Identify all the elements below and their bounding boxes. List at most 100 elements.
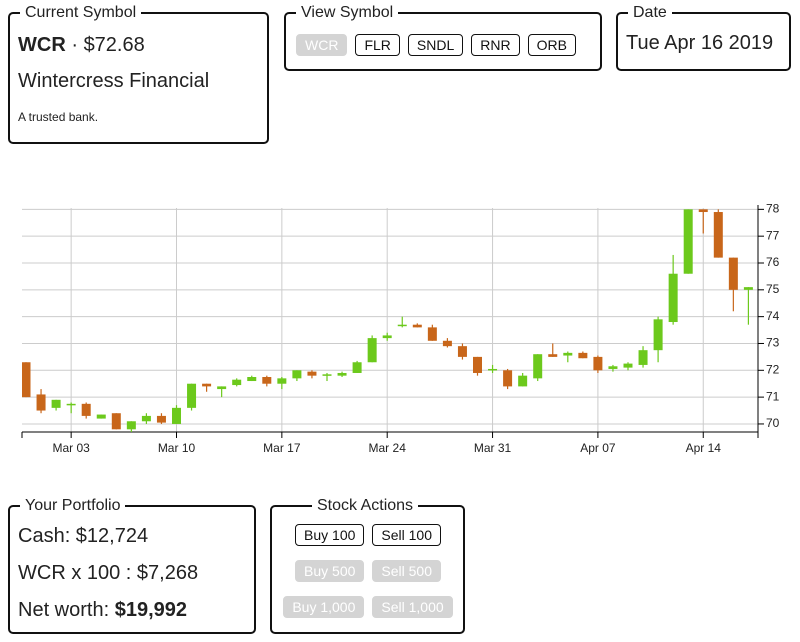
y-tick-label: 73 <box>766 336 780 350</box>
candle-body <box>683 209 693 274</box>
candle-body <box>22 362 31 398</box>
description: A trusted bank. <box>18 110 99 124</box>
x-tick-label: Mar 03 <box>52 441 90 455</box>
candle-body <box>111 413 121 430</box>
price: $72.68 <box>83 34 145 56</box>
candle-body <box>382 335 392 339</box>
stock-actions-panel: Stock Actions Buy 100 Sell 100 Buy 500 Sell… <box>270 497 465 634</box>
button-row: Buy 100 Sell 100 <box>280 524 456 546</box>
candle-body <box>503 370 513 387</box>
button-row: Buy 1,000 Sell 1,000 <box>280 596 456 618</box>
net-worth-value: $19,992 <box>114 599 188 621</box>
candle-body <box>442 340 452 347</box>
candle-body <box>563 352 573 356</box>
button: Sell 500 <box>372 560 441 582</box>
cash: Cash: $12,724 <box>18 525 149 547</box>
candle-body <box>457 346 467 357</box>
candle-body <box>713 212 723 258</box>
candle-body <box>473 356 482 373</box>
button: Sell 1,000 <box>372 596 453 618</box>
candle-body <box>187 383 197 408</box>
candle-body <box>51 399 61 408</box>
candle-body <box>608 366 618 369</box>
candle-body <box>322 374 332 376</box>
view-symbol-panel: View Symbol WCR FLR SNDL RNR ORB <box>284 4 602 71</box>
button[interactable]: ORB <box>527 34 576 56</box>
button[interactable]: FLR <box>355 34 400 56</box>
x-tick-label: Mar 24 <box>369 441 407 455</box>
candle-body <box>397 324 407 327</box>
candle-body <box>126 421 136 430</box>
x-tick-label: Mar 31 <box>474 441 512 455</box>
symbol-buttons: WCR FLR SNDL RNR ORB <box>296 34 576 56</box>
candle-body <box>728 257 738 290</box>
y-tick-label: 74 <box>766 309 780 323</box>
button[interactable]: Sell 100 <box>372 524 441 546</box>
y-tick-label: 71 <box>766 389 780 403</box>
candle-body <box>141 415 151 422</box>
candle-body <box>96 414 106 419</box>
candle-body <box>367 338 377 363</box>
y-tick-label: 72 <box>766 362 780 376</box>
candle-body <box>202 383 212 387</box>
button[interactable]: Buy 100 <box>295 524 365 546</box>
candle-body <box>548 354 558 357</box>
y-tick-label: 76 <box>766 255 780 269</box>
y-tick-label: 70 <box>766 416 780 430</box>
legend: Your Portfolio <box>20 497 126 515</box>
date-panel: Date Tue Apr 16 2019 <box>616 4 791 71</box>
candle-body <box>668 273 678 323</box>
candle-body <box>412 324 422 328</box>
y-tick-label: 77 <box>766 228 780 242</box>
candle-body <box>488 368 498 371</box>
candle-body <box>217 386 227 390</box>
separator: · <box>71 34 78 56</box>
legend: Date <box>628 4 672 22</box>
candles <box>22 209 753 432</box>
legend: Stock Actions <box>312 497 419 515</box>
candle-body <box>172 407 181 424</box>
candle-body <box>262 377 272 384</box>
candle-body <box>292 370 302 379</box>
button-row: Buy 500 Sell 500 <box>280 560 456 582</box>
candle-body <box>743 287 753 290</box>
candle-body <box>307 371 317 376</box>
candle-body <box>81 403 91 416</box>
action-buttons: Buy 100 Sell 100 Buy 500 Sell 500 Buy 1,000 S… <box>280 524 456 632</box>
candle-body <box>352 362 362 373</box>
y-tick-label: 75 <box>766 282 780 296</box>
candle-body <box>66 403 76 406</box>
candle-body <box>337 372 347 376</box>
portfolio-panel: Your Portfolio Cash: $12,724 WCR x 100 :… <box>8 497 256 634</box>
candle-body <box>653 319 663 351</box>
button[interactable]: SNDL <box>407 34 464 56</box>
y-tick-label: 78 <box>766 202 780 216</box>
x-tick-label: Apr 07 <box>580 441 616 455</box>
legend: View Symbol <box>296 4 399 22</box>
candle-body <box>578 352 588 359</box>
candle-body <box>533 354 543 379</box>
x-tick-label: Mar 17 <box>263 441 301 455</box>
net-worth: Net worth: $19,992 <box>18 599 187 622</box>
button: Buy 500 <box>295 560 365 582</box>
candle-body <box>698 209 708 213</box>
candle-body <box>427 327 437 341</box>
legend: Current Symbol <box>20 4 142 22</box>
date-value: Tue Apr 16 2019 <box>626 32 774 54</box>
company-name: Wintercress Financial <box>18 70 210 92</box>
candlestick-chart: 70 71 72 73 74 75 76 77 78 Mar 03 Mar 10 Mar 17 Mar … <box>21 202 780 455</box>
x-tick-label: Apr 14 <box>686 441 722 455</box>
candle-body <box>593 356 603 371</box>
button: WCR <box>296 34 348 56</box>
candle-body <box>518 375 528 387</box>
button[interactable]: RNR <box>471 34 520 56</box>
candle-body <box>36 394 46 411</box>
candle-body <box>277 378 287 384</box>
ticker: WCR <box>18 34 66 56</box>
current-symbol-panel: Current Symbol WCR · $72.68 Wintercress … <box>8 4 269 144</box>
candle-body <box>638 350 648 365</box>
holding: WCR x 100 : $7,268 <box>18 562 199 584</box>
net-worth-label: Net worth: <box>18 599 110 621</box>
candle-body <box>232 379 242 386</box>
